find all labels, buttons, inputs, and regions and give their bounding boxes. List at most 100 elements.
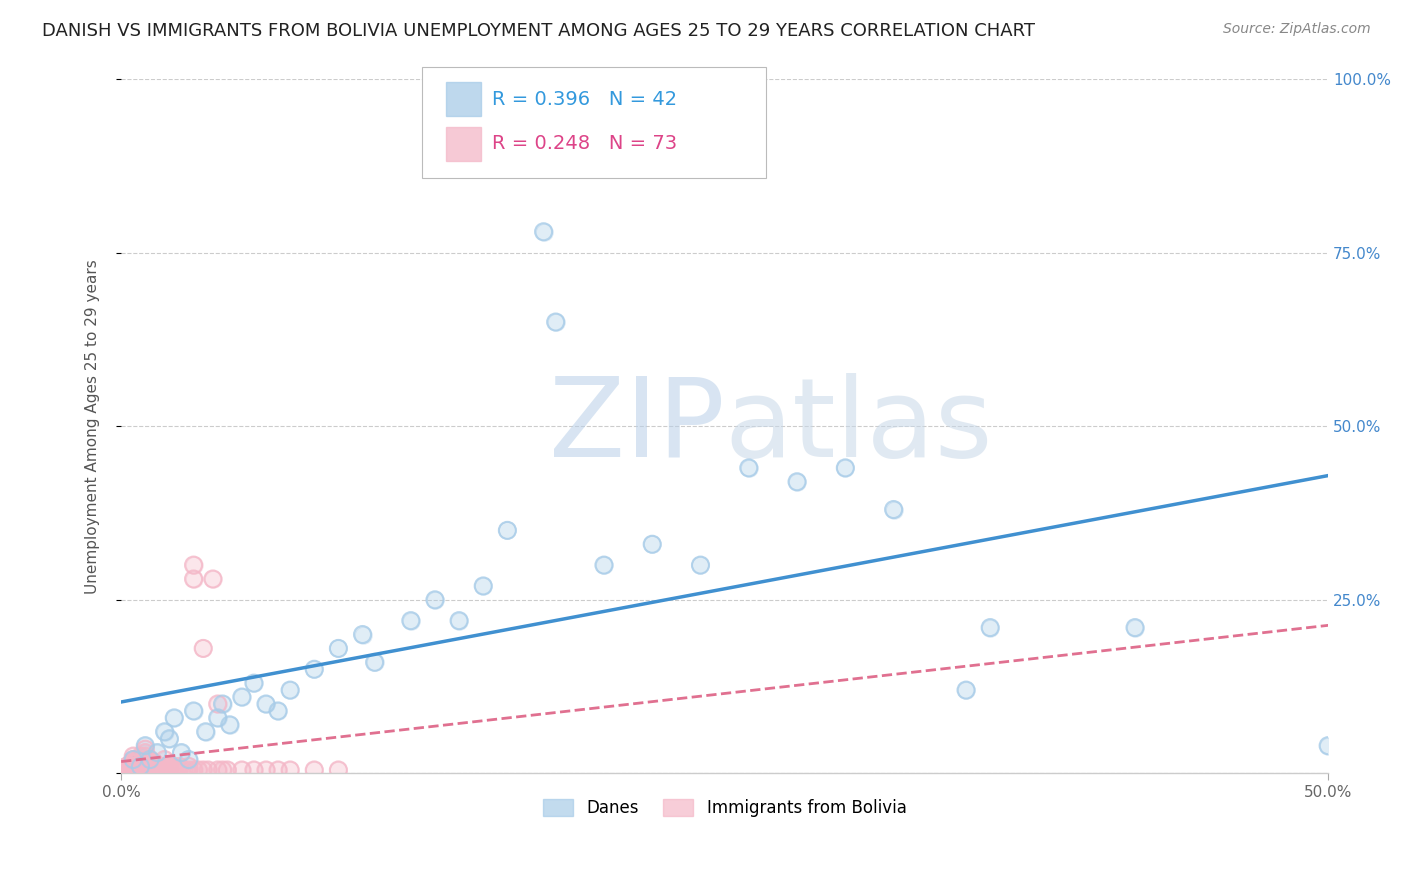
Point bbox=[304, 662, 326, 676]
Point bbox=[157, 763, 180, 777]
Point bbox=[110, 763, 132, 777]
Point bbox=[170, 746, 193, 760]
Point bbox=[139, 759, 162, 773]
Point bbox=[363, 656, 385, 670]
Point bbox=[132, 759, 155, 773]
Point bbox=[132, 759, 155, 773]
Point bbox=[399, 614, 422, 628]
Point bbox=[183, 558, 205, 573]
Point bbox=[134, 739, 156, 753]
Point bbox=[231, 690, 253, 704]
Point bbox=[183, 572, 205, 586]
Point bbox=[157, 731, 180, 746]
Point bbox=[786, 475, 808, 489]
Point bbox=[134, 763, 156, 777]
Point bbox=[129, 759, 152, 773]
Point bbox=[134, 753, 156, 767]
Point bbox=[243, 763, 266, 777]
Point bbox=[423, 592, 446, 607]
Point bbox=[153, 759, 176, 773]
Point bbox=[139, 756, 162, 770]
Point bbox=[328, 641, 350, 656]
Point bbox=[278, 683, 301, 698]
Point bbox=[134, 746, 156, 760]
Point bbox=[149, 763, 172, 777]
Point bbox=[143, 759, 166, 773]
Point bbox=[278, 763, 301, 777]
Point bbox=[254, 697, 277, 711]
Point bbox=[134, 756, 156, 770]
Point bbox=[163, 711, 186, 725]
Point bbox=[834, 461, 856, 475]
Point bbox=[139, 759, 162, 773]
Point bbox=[167, 759, 190, 773]
Point bbox=[139, 753, 162, 767]
Point bbox=[955, 683, 977, 698]
Point bbox=[979, 621, 1001, 635]
Point bbox=[122, 749, 145, 764]
Point bbox=[496, 524, 519, 538]
Point bbox=[496, 524, 519, 538]
Point bbox=[120, 756, 142, 770]
Point bbox=[183, 763, 205, 777]
Point bbox=[207, 697, 229, 711]
Point bbox=[163, 763, 186, 777]
Point bbox=[328, 763, 350, 777]
Point bbox=[328, 641, 350, 656]
Point bbox=[149, 763, 172, 777]
Point bbox=[689, 558, 711, 573]
Point bbox=[115, 759, 138, 773]
Point bbox=[267, 704, 290, 718]
Point bbox=[129, 759, 152, 773]
Point bbox=[134, 756, 156, 770]
Point bbox=[117, 759, 139, 773]
Point bbox=[117, 763, 139, 777]
Legend: Danes, Immigrants from Bolivia: Danes, Immigrants from Bolivia bbox=[536, 793, 914, 824]
Point bbox=[193, 763, 215, 777]
Point bbox=[129, 756, 152, 770]
Point bbox=[786, 475, 808, 489]
Point bbox=[217, 763, 239, 777]
Point bbox=[449, 614, 471, 628]
Point bbox=[153, 753, 176, 767]
Point bbox=[122, 753, 145, 767]
Point bbox=[207, 711, 229, 725]
Point bbox=[231, 763, 253, 777]
Text: R = 0.396   N = 42: R = 0.396 N = 42 bbox=[492, 89, 678, 109]
Point bbox=[177, 763, 200, 777]
Point bbox=[177, 759, 200, 773]
Point bbox=[122, 756, 145, 770]
Point bbox=[134, 749, 156, 764]
Point bbox=[211, 697, 233, 711]
Point bbox=[1123, 621, 1146, 635]
Point bbox=[146, 746, 169, 760]
Point bbox=[134, 746, 156, 760]
Point bbox=[183, 572, 205, 586]
Point bbox=[267, 763, 290, 777]
Text: R = 0.248   N = 73: R = 0.248 N = 73 bbox=[492, 134, 678, 153]
Point bbox=[129, 749, 152, 764]
Point bbox=[153, 724, 176, 739]
Point bbox=[129, 763, 152, 777]
Point bbox=[129, 749, 152, 764]
Point bbox=[163, 759, 186, 773]
Point bbox=[1317, 739, 1340, 753]
Point bbox=[243, 676, 266, 690]
Point bbox=[134, 759, 156, 773]
Point bbox=[883, 502, 905, 516]
Point bbox=[267, 763, 290, 777]
Point bbox=[231, 763, 253, 777]
Point bbox=[533, 225, 555, 239]
Point bbox=[593, 558, 616, 573]
Point bbox=[167, 759, 190, 773]
Point bbox=[689, 558, 711, 573]
Point bbox=[399, 614, 422, 628]
Point bbox=[738, 461, 761, 475]
Point bbox=[449, 614, 471, 628]
Point bbox=[207, 763, 229, 777]
Point bbox=[177, 753, 200, 767]
Point bbox=[207, 697, 229, 711]
Point bbox=[173, 763, 195, 777]
Point bbox=[122, 753, 145, 767]
Point bbox=[132, 763, 155, 777]
